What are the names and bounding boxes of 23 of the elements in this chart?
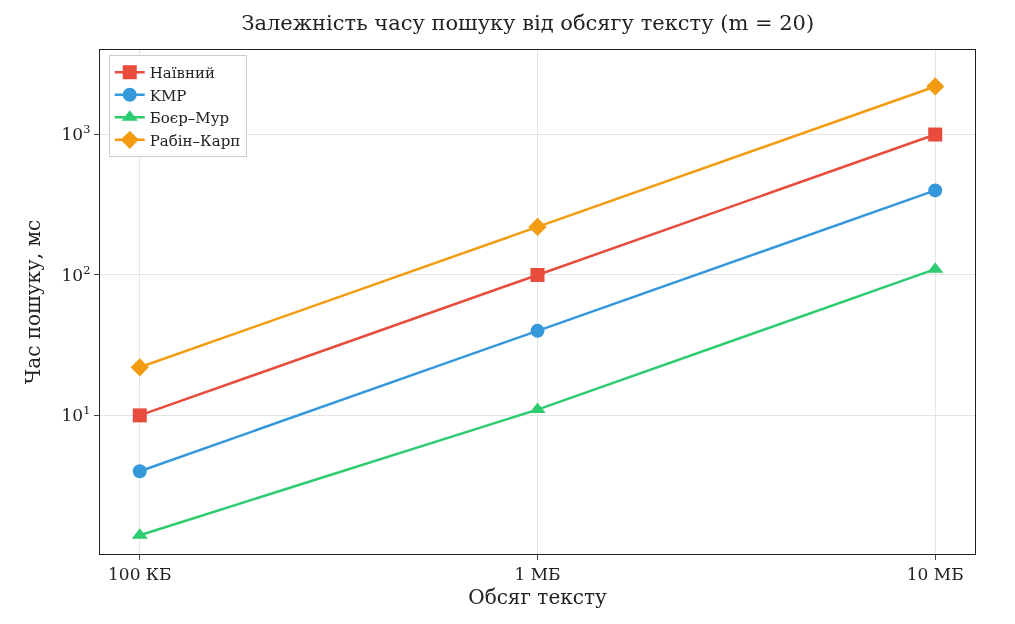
chart-title: Залежність часу пошуку від обсягу тексту (m = 20) xyxy=(241,11,815,36)
legend-label: Рабін–Карп xyxy=(149,131,241,150)
y-axis-title: Час пошуку, мс xyxy=(20,219,45,385)
x-tick-label: 1 МБ xyxy=(514,564,561,585)
point xyxy=(529,402,546,414)
point xyxy=(928,127,943,142)
x-tick-label: 10 МБ xyxy=(906,564,964,585)
point xyxy=(926,77,945,96)
y-tick-label: 10$^{3}$ xyxy=(61,122,91,145)
y-tick-label: 10$^{1}$ xyxy=(61,403,91,426)
point xyxy=(530,267,545,282)
point xyxy=(132,408,147,423)
x-tick-label: 100 КБ xyxy=(108,564,172,585)
point xyxy=(528,217,547,236)
x-axis-title: Обсяг тексту xyxy=(468,584,607,609)
point xyxy=(130,358,149,377)
point xyxy=(928,183,943,198)
point xyxy=(132,464,147,479)
y-tick-label: 10$^{2}$ xyxy=(61,262,91,285)
legend-label: Боєр–Мур xyxy=(149,109,230,128)
legend-label: Наївний xyxy=(149,64,216,83)
point xyxy=(530,323,545,338)
legend-label: KMP xyxy=(149,86,187,105)
